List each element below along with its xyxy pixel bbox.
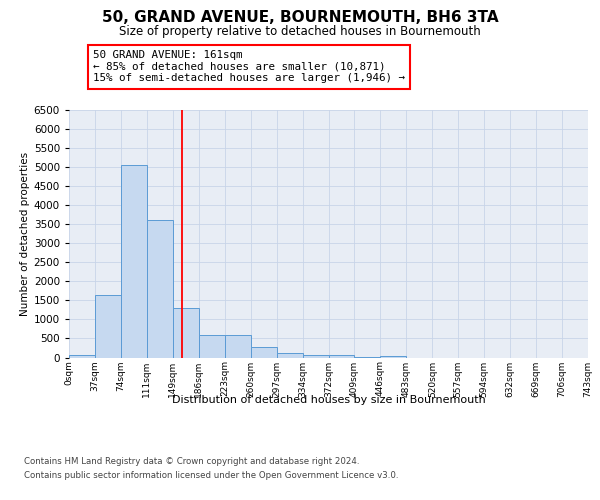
Bar xyxy=(147,220,173,358)
Bar xyxy=(121,165,147,358)
Text: Size of property relative to detached houses in Bournemouth: Size of property relative to detached ho… xyxy=(119,25,481,38)
Text: 50, GRAND AVENUE, BOURNEMOUTH, BH6 3TA: 50, GRAND AVENUE, BOURNEMOUTH, BH6 3TA xyxy=(101,10,499,25)
Bar xyxy=(95,294,121,358)
Text: 50 GRAND AVENUE: 161sqm
← 85% of detached houses are smaller (10,871)
15% of sem: 50 GRAND AVENUE: 161sqm ← 85% of detache… xyxy=(93,50,405,83)
Bar xyxy=(199,334,224,357)
Bar xyxy=(302,354,329,358)
Text: Contains public sector information licensed under the Open Government Licence v3: Contains public sector information licen… xyxy=(24,471,398,480)
Bar xyxy=(69,354,95,358)
Text: Distribution of detached houses by size in Bournemouth: Distribution of detached houses by size … xyxy=(172,395,485,405)
Bar xyxy=(380,356,406,358)
Bar xyxy=(173,308,199,358)
Bar xyxy=(277,353,302,358)
Text: Contains HM Land Registry data © Crown copyright and database right 2024.: Contains HM Land Registry data © Crown c… xyxy=(24,458,359,466)
Bar xyxy=(225,334,251,357)
Bar xyxy=(329,356,355,358)
Y-axis label: Number of detached properties: Number of detached properties xyxy=(20,152,29,316)
Bar xyxy=(251,347,277,358)
